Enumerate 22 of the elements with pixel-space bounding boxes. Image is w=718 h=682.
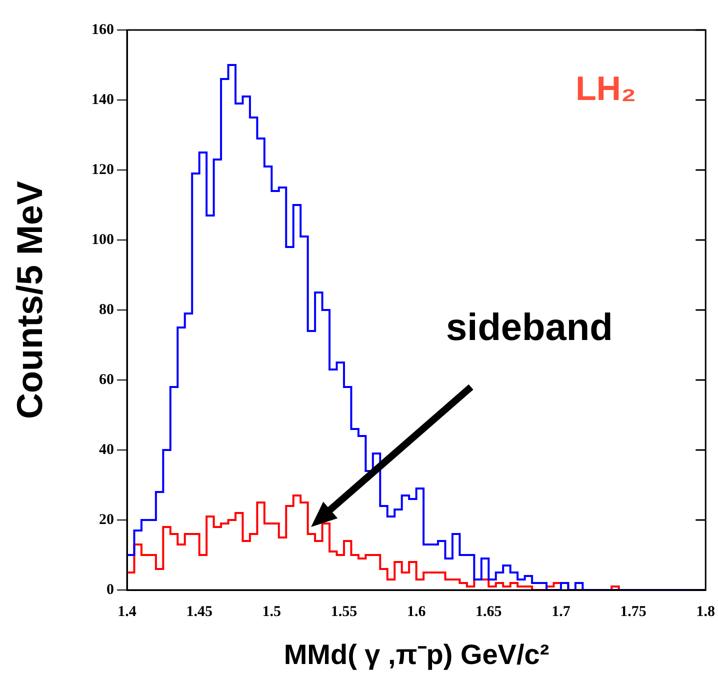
x-tick-label: 1.5 (262, 604, 282, 620)
annotation: sideband (446, 307, 613, 350)
y-tick-label: 120 (92, 162, 114, 178)
x-axis-title: MMd( γ ,π⁻p) GeV/c² (282, 638, 550, 672)
x-tick-label: 1.45 (186, 604, 212, 620)
y-tick-label: 80 (99, 302, 114, 318)
y-tick-label: 20 (99, 512, 114, 528)
y-axis-title: Counts/5 MeV (9, 180, 51, 420)
y-tick-label: 100 (92, 232, 114, 248)
y-tick-label: 160 (92, 22, 114, 38)
x-tick-label: 1.75 (620, 604, 646, 620)
y-tick-label: 40 (99, 442, 114, 458)
x-tick-label: 1.55 (330, 604, 358, 620)
y-tick-label: 60 (99, 372, 114, 388)
x-tick-label: 1.4 (118, 604, 137, 620)
y-tick-label: 0 (106, 582, 114, 598)
x-tick-label: 1.65 (476, 604, 502, 620)
x-tick-label: 1.7 (552, 604, 571, 620)
x-tick-label: 1.8 (696, 604, 715, 620)
x-tick-label: 1.6 (406, 604, 426, 620)
y-tick-label: 140 (92, 92, 114, 108)
annotation: LH₂ (576, 70, 636, 109)
